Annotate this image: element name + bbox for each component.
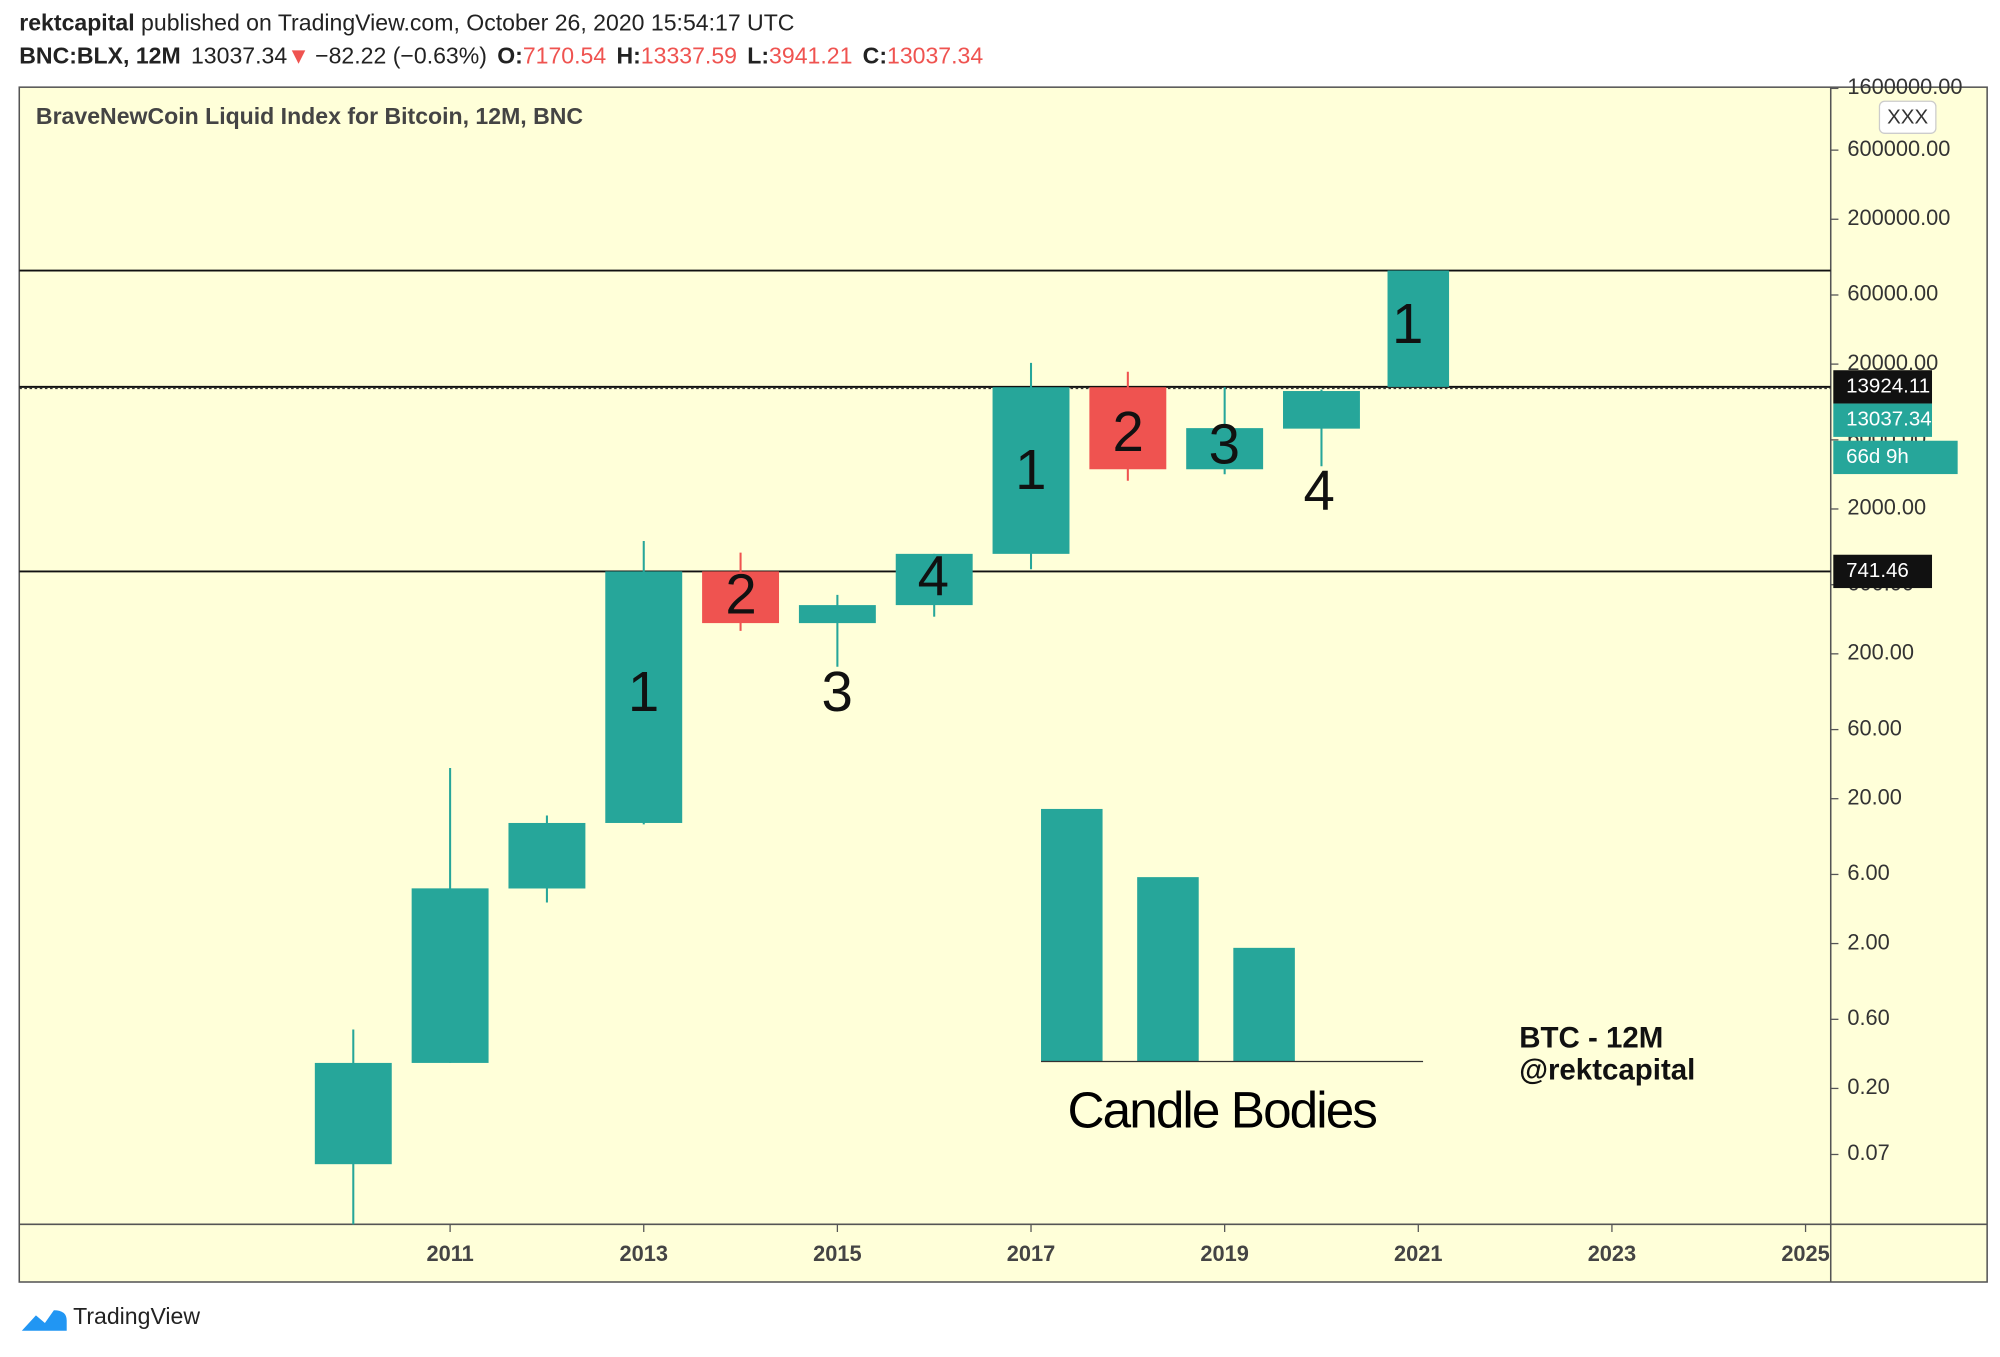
last-price-tag: 13037.34 [1846, 408, 1932, 431]
x-tick-label: 2011 [426, 1241, 473, 1266]
arrow: ▼ [287, 43, 310, 69]
plot [19, 269, 1831, 1225]
x-tick-label: 2021 [1394, 1241, 1442, 1266]
l-label: L: [747, 43, 769, 69]
y-tick-label: 2.00 [1847, 929, 1889, 954]
footer-brand: TradingView [73, 1303, 200, 1329]
candle-body [1283, 391, 1360, 429]
candle-body [798, 605, 876, 624]
count-label: 3 [821, 660, 852, 723]
x-tick-label: 2019 [1200, 1241, 1248, 1266]
overlay: 1600000.00 600000.00 200000.00 60000.00 2000… [426, 74, 1962, 1266]
inset-bar [1041, 808, 1103, 1062]
published: published on TradingView.com, October 26… [141, 9, 794, 35]
h-label: H: [616, 43, 640, 69]
header-line: rektcapital published on TradingView.com,… [19, 9, 794, 35]
candle-body [1089, 387, 1167, 470]
chart-frame [18, 86, 1988, 1283]
countdown-tag: 66d 9h [1846, 445, 1909, 468]
y-tick-label: 200.00 [1847, 640, 1914, 665]
projection [1387, 270, 1450, 387]
o-label: O: [497, 43, 523, 69]
candle-body [605, 571, 683, 823]
candle-body [992, 387, 1070, 554]
last-price-tag-bg [1833, 403, 1933, 437]
inset-bar [1233, 947, 1295, 1062]
candle-body [508, 822, 586, 889]
x-tick-label: 2025 [1781, 1241, 1829, 1266]
button-label[interactable]: XXX [1887, 105, 1928, 128]
price-tag: 741.46 [1846, 559, 1909, 582]
legend: BraveNewCoin Liquid Index for Bitcoin, 1… [36, 103, 583, 129]
y-tick-label: 600000.00 [1847, 136, 1950, 161]
logo [21, 1310, 67, 1331]
y-tick-label: 6.00 [1847, 860, 1889, 885]
count-label: 3 [1209, 413, 1240, 476]
y-tick-label: 2000.00 [1847, 495, 1926, 520]
count-label: 2 [1113, 400, 1144, 463]
last-price: 13037.34 [191, 43, 287, 69]
y-tick-label: 1600000.00 [1847, 74, 1962, 99]
high: 13337.59 [641, 43, 737, 69]
x-tick-label: 2017 [1007, 1241, 1055, 1266]
inset-bar [1137, 877, 1199, 1062]
y-tick-label: 0.60 [1847, 1005, 1889, 1030]
x-tick-label: 2015 [813, 1241, 861, 1266]
button[interactable] [1878, 100, 1937, 134]
candle-body [895, 553, 973, 606]
y-tick-label: 0.20 [1847, 1074, 1889, 1099]
author: rektcapital [19, 9, 134, 35]
inset-title: Candle Bodies [1068, 1082, 1377, 1139]
countdown-tag-bg [1833, 440, 1958, 475]
close: 13037.34 [887, 43, 983, 69]
y-tick-label: 0.07 [1847, 1140, 1889, 1165]
watermark: BTC - 12M [1519, 1021, 1663, 1054]
count-label: 4 [1304, 459, 1335, 522]
y-tick-label: 200000.00 [1847, 205, 1950, 230]
count-label: 2 [725, 563, 756, 626]
y-tick-label: 60.00 [1847, 715, 1902, 740]
watermark: @rektcapital [1519, 1054, 1695, 1087]
candle-body [314, 1062, 392, 1165]
quote-line: BNC:BLX, 12M 13037.34▼ −82.22 (−0.63%) O:71… [19, 43, 983, 69]
price-tag: 13924.11 [1846, 374, 1930, 397]
low: 3941.21 [769, 43, 852, 69]
count-label: 1 [1015, 438, 1046, 501]
candle-body [702, 571, 780, 624]
candle-body [1186, 428, 1264, 470]
count-label: 4 [918, 545, 949, 608]
count-label: 1 [1392, 292, 1423, 355]
x-tick-label: 2023 [1588, 1241, 1636, 1266]
symbol: BNC:BLX, 12M [19, 43, 180, 69]
count-label: 1 [628, 660, 659, 723]
candle-body [411, 888, 489, 1063]
price-tag-bg [1833, 370, 1933, 404]
x-tick-label: 2013 [620, 1241, 668, 1266]
y-tick-label: 20.00 [1847, 784, 1902, 809]
c-label: C: [863, 43, 887, 69]
price-tag-bg [1833, 554, 1933, 589]
y-tick-label: 60000.00 [1847, 281, 1938, 306]
open: 7170.54 [523, 43, 607, 69]
change: −82.22 (−0.63%) [315, 43, 487, 69]
